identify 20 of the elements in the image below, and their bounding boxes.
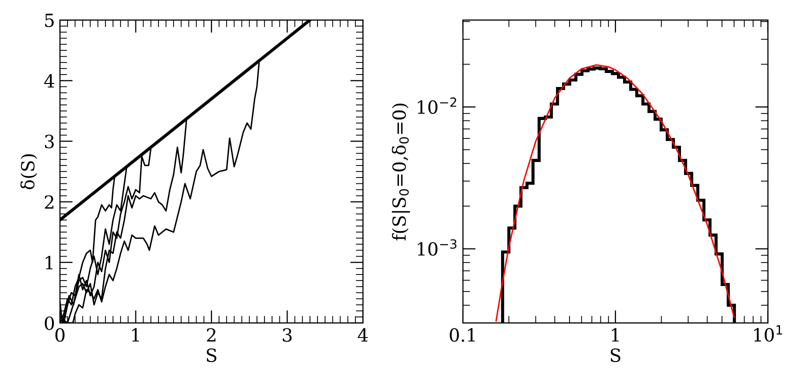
y-tick-label: 2 (44, 195, 54, 209)
x-axis-title: S (206, 348, 216, 362)
x-tick-label: 0 (55, 328, 65, 342)
x-tick-label: 0.1 (450, 328, 475, 342)
y-tick-label: 10$^{−3}$ (418, 239, 456, 256)
y-axis-title: δ(S) (20, 154, 38, 190)
x-axis-title: S (610, 348, 620, 362)
y-tick-label: 5 (45, 14, 54, 28)
x-tick-label: 2 (206, 328, 216, 342)
x-tick-label: 1 (132, 328, 139, 342)
y-tick-label: 1 (46, 256, 53, 270)
y-tick-label: 10$^{−2}$ (418, 97, 456, 114)
y-tick-label: 0 (44, 316, 54, 330)
y-axis-title: f(S|S$_{0}$=0,δ$_{0}$=0) (392, 104, 410, 240)
x-tick-label: 10$^{1}$ (754, 325, 782, 342)
x-tick-label: 3 (282, 328, 292, 342)
x-tick-label: 4 (358, 328, 368, 342)
y-tick-label: 4 (44, 74, 54, 88)
y-tick-label: 3 (45, 134, 54, 148)
x-tick-label: 1 (612, 328, 619, 342)
